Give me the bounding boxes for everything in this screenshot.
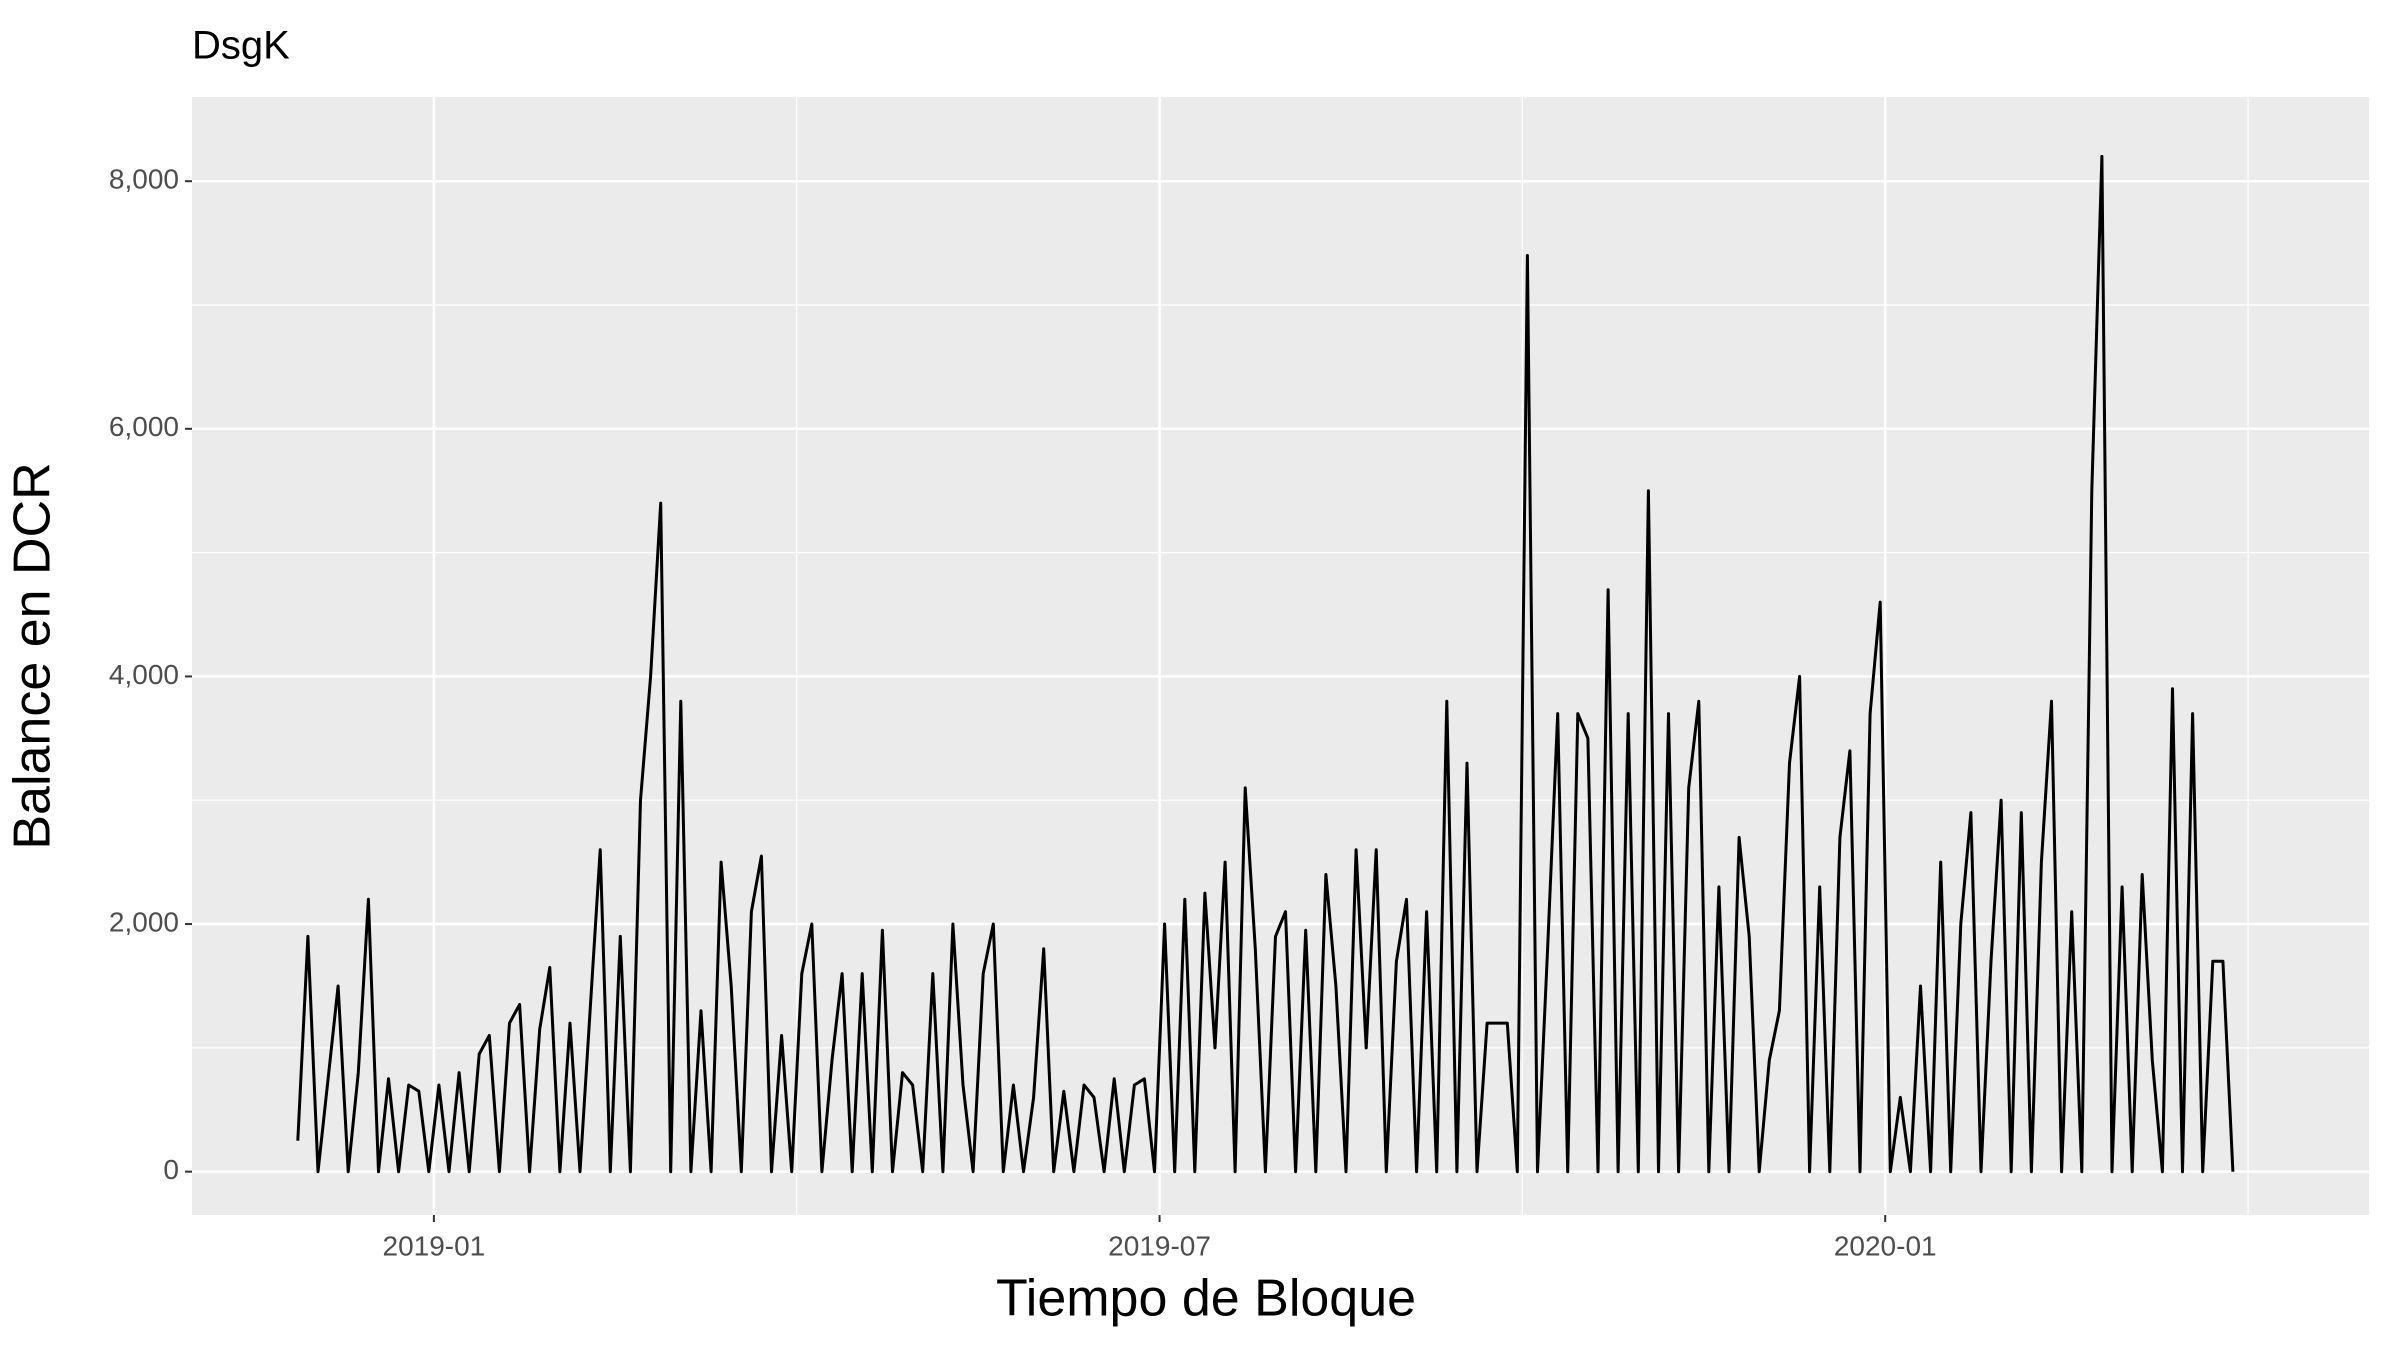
- y-tick-label: 2,000: [109, 906, 179, 937]
- series-line: [296, 154, 2235, 1174]
- y-axis-title: Balance en DCR: [4, 462, 62, 849]
- grid: [192, 97, 2369, 1215]
- y-tick-label: 6,000: [109, 411, 179, 442]
- x-tick-label: 2020-01: [1834, 1230, 1937, 1261]
- x-tick-label: 2019-01: [383, 1230, 486, 1261]
- y-tick-label: 4,000: [109, 659, 179, 690]
- chart-title: DsgK: [192, 24, 290, 68]
- marks: [296, 154, 2235, 1174]
- y-tick-label: 0: [163, 1154, 179, 1185]
- y-tick-label: 8,000: [109, 164, 179, 195]
- x-axis-title: Tiempo de Bloque: [996, 1270, 1416, 1328]
- x-tick-label: 2019-07: [1108, 1230, 1211, 1261]
